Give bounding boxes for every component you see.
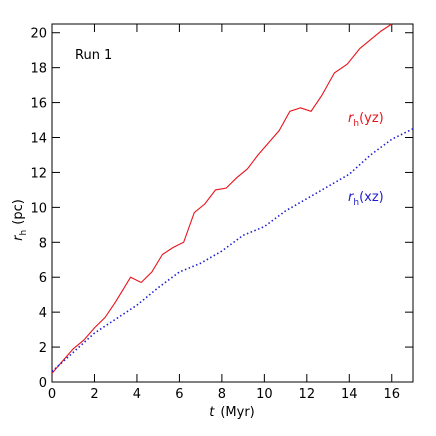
annotation: Run 1 xyxy=(75,48,112,63)
y-tick-label: 16 xyxy=(30,97,47,112)
x-tick-label: 10 xyxy=(256,387,273,402)
y-label-subscript: h xyxy=(19,230,29,236)
series-label-subscript: h xyxy=(353,119,359,129)
y-tick-label: 20 xyxy=(30,27,47,42)
x-tick-label: 16 xyxy=(383,387,400,402)
series-label-symbol: r xyxy=(348,190,355,205)
x-tick-label: 6 xyxy=(175,387,183,402)
series-label-suffix: (xz) xyxy=(359,190,384,205)
y-tick-label: 12 xyxy=(30,166,47,181)
x-tick-label: 14 xyxy=(341,387,358,402)
x-tick-label: 2 xyxy=(90,387,98,402)
y-tick-label: 14 xyxy=(30,132,47,147)
y-tick-label: 4 xyxy=(39,306,47,321)
y-tick-label: 6 xyxy=(39,271,47,286)
y-label-symbol: r xyxy=(11,234,26,241)
x-label-unit: (Myr) xyxy=(220,405,254,420)
data-line xyxy=(51,23,393,374)
series-label-suffix: (yz) xyxy=(359,111,384,126)
x-tick-label: 4 xyxy=(133,387,141,402)
data-line xyxy=(51,128,414,373)
x-axis-label: t (Myr) xyxy=(209,405,255,420)
y-tick-label: 10 xyxy=(30,201,47,216)
x-tick-label: 12 xyxy=(299,387,316,402)
x-tick-label: 8 xyxy=(218,387,226,402)
series-label: rh(xz) xyxy=(348,190,384,208)
y-label-unit: (pc) xyxy=(11,199,26,225)
series-label-subscript: h xyxy=(353,198,359,208)
plot-frame xyxy=(51,23,414,383)
y-tick-label: 2 xyxy=(39,341,47,356)
y-axis-label: rh (pc) xyxy=(11,199,29,241)
y-tick-label: 8 xyxy=(39,236,47,251)
x-tick-label: 0 xyxy=(48,387,56,402)
y-tick-label: 18 xyxy=(30,62,47,77)
x-label-symbol: t xyxy=(209,405,215,420)
y-tick-label: 0 xyxy=(39,376,47,391)
series-label-symbol: r xyxy=(348,111,355,126)
series-label: rh(yz) xyxy=(348,111,384,129)
